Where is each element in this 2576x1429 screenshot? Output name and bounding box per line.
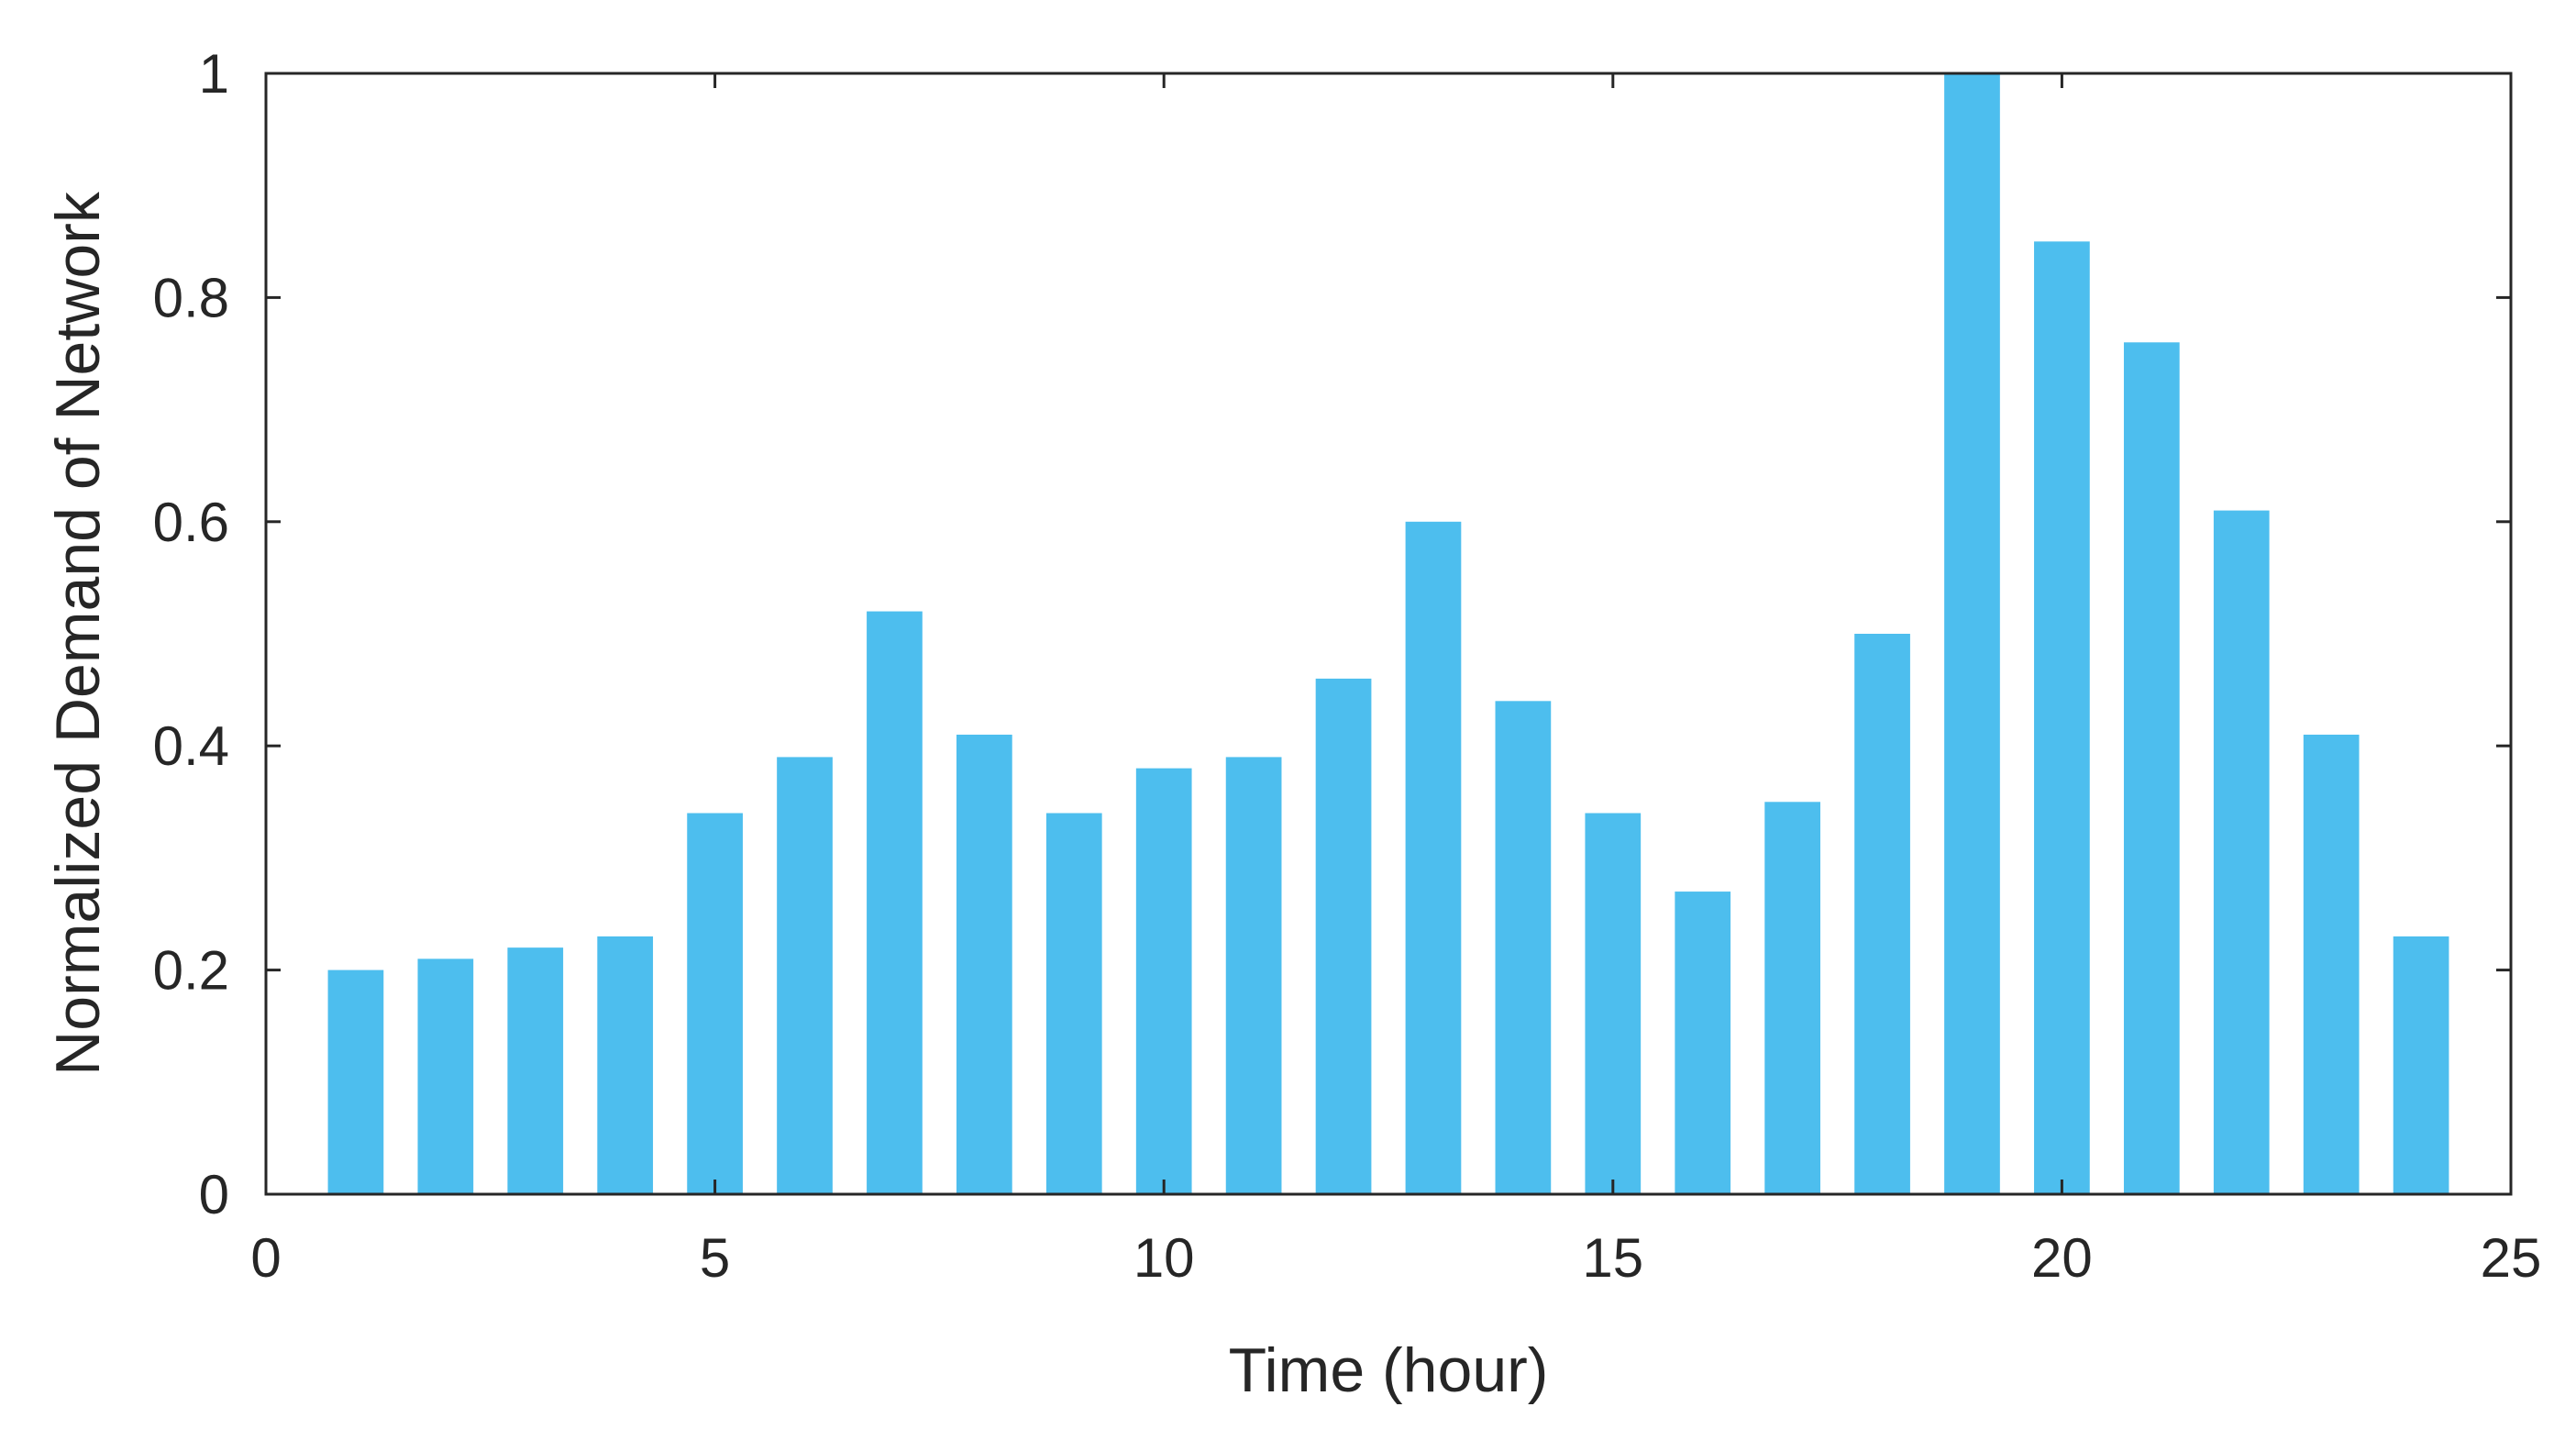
y-tick-label: 1	[199, 43, 229, 105]
x-axis-title: Time (hour)	[1229, 1335, 1549, 1405]
y-tick-label: 0.2	[153, 940, 229, 1002]
axis-ticks	[264, 72, 2513, 1196]
bar-hour-11	[1225, 757, 1282, 1194]
x-tick-label: 25	[2481, 1227, 2542, 1289]
bar-hour-22	[2213, 510, 2270, 1194]
bar-hour-7	[867, 611, 923, 1194]
bar-hour-13	[1405, 521, 1462, 1194]
bar-hour-2	[417, 958, 474, 1194]
bar-hour-24	[2393, 936, 2449, 1194]
bar-hour-15	[1585, 813, 1642, 1194]
x-tick-label: 20	[2031, 1227, 2093, 1289]
y-tick-label: 0.8	[153, 267, 229, 328]
bar-hour-18	[1854, 634, 1910, 1194]
bar-hour-14	[1495, 701, 1552, 1194]
y-tick-labels: 0 0.2 0.4 0.6 0.8 1	[153, 43, 229, 1225]
bar-hour-5	[687, 813, 743, 1194]
x-tick-label: 5	[700, 1227, 730, 1289]
x-tick-label: 0	[250, 1227, 281, 1289]
y-tick-label: 0	[199, 1164, 229, 1225]
bar-hour-21	[2123, 342, 2180, 1194]
bar-hour-17	[1764, 802, 1820, 1194]
x-tick-labels: 0 5 10 15 20 25	[250, 1227, 2541, 1289]
bars-group	[327, 73, 2449, 1194]
y-tick-label: 0.6	[153, 492, 229, 553]
bar-hour-8	[956, 734, 1012, 1194]
x-tick-label: 15	[1582, 1227, 1643, 1289]
plot-area-frame	[264, 72, 2513, 1196]
bar-hour-3	[507, 947, 564, 1194]
bar-hour-16	[1675, 892, 1731, 1194]
y-axis-title: Normalized Demand of Network	[43, 191, 113, 1076]
bar-hour-6	[777, 757, 833, 1194]
bar-hour-9	[1045, 813, 1102, 1194]
y-tick-label: 0.4	[153, 715, 229, 777]
bar-hour-10	[1135, 768, 1192, 1194]
bar-hour-20	[2034, 241, 2090, 1194]
bar-hour-19	[1944, 73, 2000, 1194]
bar-hour-23	[2303, 734, 2360, 1194]
bar-hour-12	[1315, 678, 1372, 1194]
bar-hour-1	[327, 969, 384, 1194]
bar-hour-4	[597, 936, 654, 1194]
x-tick-label: 10	[1133, 1227, 1195, 1289]
